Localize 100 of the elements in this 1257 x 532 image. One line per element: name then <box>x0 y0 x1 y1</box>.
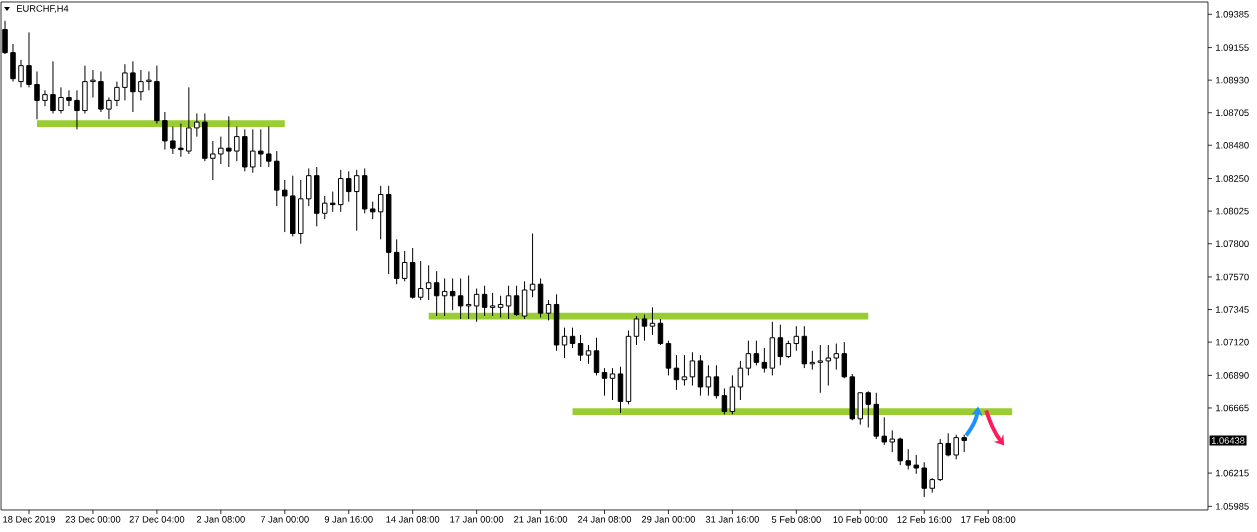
candlestick <box>66 89 72 107</box>
x-tick-label: 9 Jan 16:00 <box>324 516 373 523</box>
candlestick <box>585 344 592 365</box>
x-tick-label: 27 Dec 04:00 <box>129 516 185 523</box>
candlestick <box>577 334 584 362</box>
candlestick <box>649 306 656 336</box>
candlestick <box>258 128 264 168</box>
candlestick <box>122 63 128 101</box>
candlestick <box>473 288 480 323</box>
candlestick <box>26 31 32 88</box>
y-tick-label: 1.06215 <box>1216 469 1249 477</box>
candlestick <box>889 429 895 453</box>
x-tick-label: 12 Feb 16:00 <box>897 516 952 523</box>
candlestick <box>162 111 168 151</box>
y-tick-label: 1.07345 <box>1216 306 1249 313</box>
y-tick-label: 1.08930 <box>1216 76 1249 84</box>
x-tick-label: 23 Dec 00:00 <box>65 516 121 523</box>
candlestick <box>921 461 927 498</box>
candlestick <box>194 112 200 138</box>
x-tick-label: 31 Jan 16:00 <box>705 516 760 523</box>
candlestick <box>745 340 752 376</box>
candlestick <box>425 264 432 301</box>
candlestick <box>713 364 720 400</box>
candlestick <box>881 416 888 446</box>
candlestick <box>322 195 328 220</box>
candlestick <box>601 367 608 397</box>
y-tick-label: 1.08480 <box>1216 141 1249 149</box>
candlestick <box>50 60 56 114</box>
candlestick <box>130 60 136 113</box>
candlestick <box>841 341 848 379</box>
candlestick <box>306 167 312 207</box>
x-tick-label: 24 Jan 08:00 <box>577 516 632 523</box>
y-tick-label: 1.07570 <box>1216 273 1249 281</box>
x-tick-label: 17 Feb 08:00 <box>961 516 1016 523</box>
candlestick <box>513 285 520 317</box>
y-tick-label: 1.07120 <box>1216 338 1249 346</box>
candlestick <box>689 351 696 387</box>
candlestick <box>34 70 40 120</box>
candlestick <box>529 233 536 298</box>
candlestick <box>345 170 352 203</box>
candlestick <box>250 128 256 174</box>
candlestick <box>465 275 472 320</box>
candlestick <box>913 454 919 475</box>
y-tick-label: 1.08705 <box>1216 109 1249 117</box>
y-tick-label: 1.06890 <box>1216 372 1249 379</box>
candlestick <box>753 340 760 366</box>
candlestick <box>953 434 959 460</box>
candlestick <box>401 250 408 282</box>
x-tick-label: 18 Dec 2019 <box>3 516 55 523</box>
candlestick <box>377 185 384 240</box>
chart-title: EURCHF,H4 <box>17 5 69 13</box>
candlestick <box>58 86 64 114</box>
candlestick <box>705 364 712 397</box>
candlestick <box>441 277 448 317</box>
y-tick-label: 1.08250 <box>1216 175 1249 182</box>
candlestick <box>569 327 576 349</box>
candlestick <box>761 347 768 373</box>
candlestick <box>74 89 80 130</box>
candlestick <box>218 136 224 165</box>
candlestick <box>457 277 464 320</box>
candlestick <box>593 337 600 376</box>
candlestick <box>186 86 192 155</box>
candlestick <box>353 169 360 232</box>
candlestick <box>905 448 911 470</box>
candlestick <box>330 191 336 213</box>
candlestick <box>817 344 824 394</box>
candlestick <box>897 437 903 466</box>
candlestick <box>114 81 120 107</box>
candlestick <box>433 270 440 317</box>
candlestick <box>777 324 784 366</box>
x-tick-label: 5 Feb 08:00 <box>771 516 821 523</box>
candlestick <box>178 123 184 158</box>
candlestick <box>226 115 232 168</box>
candlestick <box>633 315 640 346</box>
candlestick <box>282 179 288 233</box>
candlestick <box>266 125 272 168</box>
candlestick <box>90 69 96 99</box>
candlestick <box>106 97 112 120</box>
y-tick-label: 1.06665 <box>1216 404 1249 412</box>
candlestick <box>170 125 176 155</box>
y-tick-label: 1.09385 <box>1216 11 1249 18</box>
text: 1.06438 <box>1211 437 1245 444</box>
candlestick <box>833 343 840 371</box>
candlestick <box>825 344 832 387</box>
candlestick <box>737 360 744 401</box>
candlestick <box>138 69 144 101</box>
candlestick <box>18 59 24 88</box>
candlestick <box>657 318 664 346</box>
candlestick <box>609 367 616 401</box>
x-tick-label: 14 Jan 08:00 <box>386 516 440 523</box>
candlestick <box>481 285 488 317</box>
candlestick <box>210 140 216 181</box>
candlestick <box>42 89 48 107</box>
x-tick-label: 17 Jan 00:00 <box>450 516 504 523</box>
candlestick <box>146 70 152 91</box>
x-tick-label: 10 Feb 00:00 <box>833 516 888 523</box>
candlestick <box>681 354 688 387</box>
y-tick-label: 1.08025 <box>1216 207 1249 215</box>
candlestick <box>793 325 800 352</box>
candlestick <box>449 277 456 311</box>
